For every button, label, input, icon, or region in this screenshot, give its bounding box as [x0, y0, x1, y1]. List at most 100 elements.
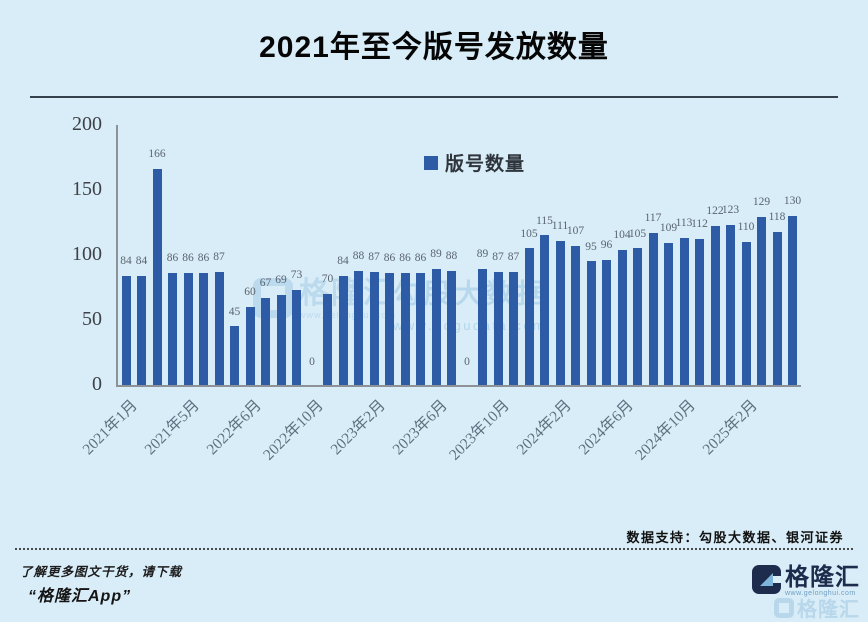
bar-value-label: 123 — [721, 204, 740, 217]
bar-value-label: 0 — [464, 356, 470, 368]
gogudata-watermark-url: www.gogudata.com — [393, 318, 547, 333]
bar — [338, 276, 348, 385]
bar-value-label: 109 — [659, 222, 678, 235]
bar-value-label: 88 — [352, 249, 365, 262]
bar — [276, 295, 286, 385]
legend-label: 版号数量 — [445, 154, 526, 175]
bar — [555, 241, 565, 385]
bar — [369, 272, 379, 385]
bar-value-label: 45 — [228, 305, 241, 318]
bar-value-label: 130 — [783, 195, 802, 207]
gelonghui-logo: 格隆汇 www.gelonghui.com — [752, 565, 860, 597]
bar-value-label: 86 — [166, 252, 179, 265]
bar-value-label: 105 — [520, 227, 538, 240]
bar-value-label: 0 — [309, 356, 315, 368]
bar — [354, 271, 363, 385]
bar-value-label: 96 — [600, 239, 613, 252]
bar-value-label: 104 — [613, 228, 631, 241]
bar — [230, 326, 239, 385]
bar — [292, 290, 301, 385]
gelonghui-logo-icon — [752, 565, 781, 594]
bar — [664, 243, 673, 385]
title-separator-line — [30, 96, 838, 98]
bar — [695, 239, 704, 385]
bar — [741, 242, 751, 385]
bar — [540, 235, 549, 385]
bar-value-label: 70 — [321, 273, 334, 285]
bar-value-label: 112 — [691, 218, 708, 231]
gelonghui-watermark-logo-icon — [253, 278, 293, 318]
bar — [633, 248, 642, 385]
bar — [152, 169, 162, 385]
bar-value-label: 115 — [536, 214, 553, 227]
bar — [757, 217, 766, 385]
gelonghui-logo-watermark-name: 格隆汇 — [797, 599, 860, 621]
bar-value-label: 87 — [507, 250, 520, 263]
bar-value-label: 86 — [383, 252, 396, 265]
gelonghui-logo-watermark-icon — [774, 597, 794, 618]
bar — [648, 233, 658, 385]
bar — [602, 260, 611, 385]
x-axis-tick-label: 2025年2月 — [699, 396, 761, 459]
bar — [137, 276, 146, 385]
bar — [168, 273, 177, 385]
page-title: 2021年至今版号发放数量 — [259, 31, 609, 64]
bar — [710, 226, 720, 385]
bar — [245, 307, 255, 385]
y-axis-tick-label: 0 — [92, 373, 102, 395]
bar-value-label: 60 — [244, 286, 256, 298]
bar-value-label: 110 — [737, 221, 755, 233]
bar — [478, 269, 487, 385]
bar — [447, 271, 456, 385]
bar-value-label: 122 — [706, 205, 724, 218]
bar-value-label: 86 — [197, 252, 210, 265]
bar-value-label: 87 — [492, 250, 504, 263]
bar — [400, 273, 410, 385]
bar — [679, 238, 689, 385]
footer-app-name: “格隆汇App” — [28, 588, 132, 605]
y-axis-tick-label: 200 — [72, 113, 102, 135]
bar — [183, 273, 193, 385]
bar — [199, 273, 208, 385]
bar — [416, 273, 425, 385]
bar-value-label: 111 — [551, 219, 569, 232]
bar-value-label: 84 — [337, 254, 349, 267]
bar-value-label: 117 — [644, 211, 662, 224]
gelonghui-watermark-url: www.gelonghui.com — [299, 310, 397, 320]
bar-value-label: 113 — [675, 217, 693, 230]
bar-value-label: 84 — [135, 254, 148, 267]
bar-value-label: 86 — [399, 252, 411, 265]
bar — [261, 298, 270, 385]
bar — [431, 269, 441, 385]
bar-value-label: 129 — [752, 196, 771, 209]
bar-value-label: 89 — [430, 248, 442, 261]
bar — [617, 250, 627, 385]
bar-value-label: 89 — [476, 248, 489, 261]
bar — [385, 273, 394, 385]
bar-value-label: 88 — [445, 249, 458, 262]
gelonghui-logo-watermark: 格隆汇 — [774, 593, 860, 622]
bar — [571, 246, 580, 385]
bar — [493, 272, 503, 385]
bar-value-label: 107 — [566, 224, 585, 237]
bar-value-label: 69 — [275, 274, 287, 287]
bar-value-label: 166 — [148, 148, 166, 161]
bar-value-label: 84 — [120, 254, 132, 267]
data-source-credit: 数据支持：勾股大数据、银河证券 — [626, 530, 844, 545]
y-axis-tick-label: 100 — [72, 243, 102, 265]
bar-value-label: 73 — [290, 269, 303, 282]
bar — [524, 248, 534, 385]
legend-swatch-icon — [424, 155, 438, 170]
bar-value-label: 87 — [213, 250, 225, 263]
footer-separator-line — [15, 548, 853, 550]
bar — [323, 294, 332, 385]
bar — [214, 272, 224, 385]
chart-legend: 版号数量 — [424, 149, 525, 176]
bar — [788, 216, 797, 385]
bar — [509, 272, 518, 385]
footer-promo-text: 了解更多图文干货，请下载 — [20, 565, 183, 579]
y-axis-tick-label: 50 — [82, 308, 102, 330]
bar-value-label: 86 — [414, 252, 427, 265]
bar-value-label: 86 — [182, 252, 194, 265]
